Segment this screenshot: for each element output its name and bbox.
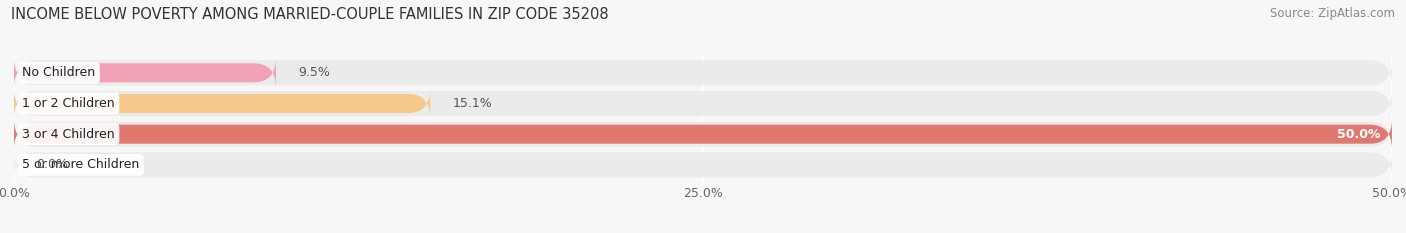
Text: Source: ZipAtlas.com: Source: ZipAtlas.com: [1270, 7, 1395, 20]
Text: 15.1%: 15.1%: [453, 97, 492, 110]
FancyBboxPatch shape: [14, 58, 276, 88]
Text: 0.0%: 0.0%: [37, 158, 67, 171]
FancyBboxPatch shape: [14, 119, 1392, 149]
Text: 5 or more Children: 5 or more Children: [22, 158, 139, 171]
Text: 1 or 2 Children: 1 or 2 Children: [22, 97, 115, 110]
FancyBboxPatch shape: [14, 60, 1392, 85]
FancyBboxPatch shape: [14, 152, 1392, 178]
Text: 9.5%: 9.5%: [298, 66, 330, 79]
Text: INCOME BELOW POVERTY AMONG MARRIED-COUPLE FAMILIES IN ZIP CODE 35208: INCOME BELOW POVERTY AMONG MARRIED-COUPL…: [11, 7, 609, 22]
FancyBboxPatch shape: [14, 122, 1392, 147]
Text: 3 or 4 Children: 3 or 4 Children: [22, 128, 115, 141]
FancyBboxPatch shape: [14, 89, 430, 119]
Text: No Children: No Children: [22, 66, 96, 79]
Text: 50.0%: 50.0%: [1337, 128, 1381, 141]
FancyBboxPatch shape: [14, 91, 1392, 116]
